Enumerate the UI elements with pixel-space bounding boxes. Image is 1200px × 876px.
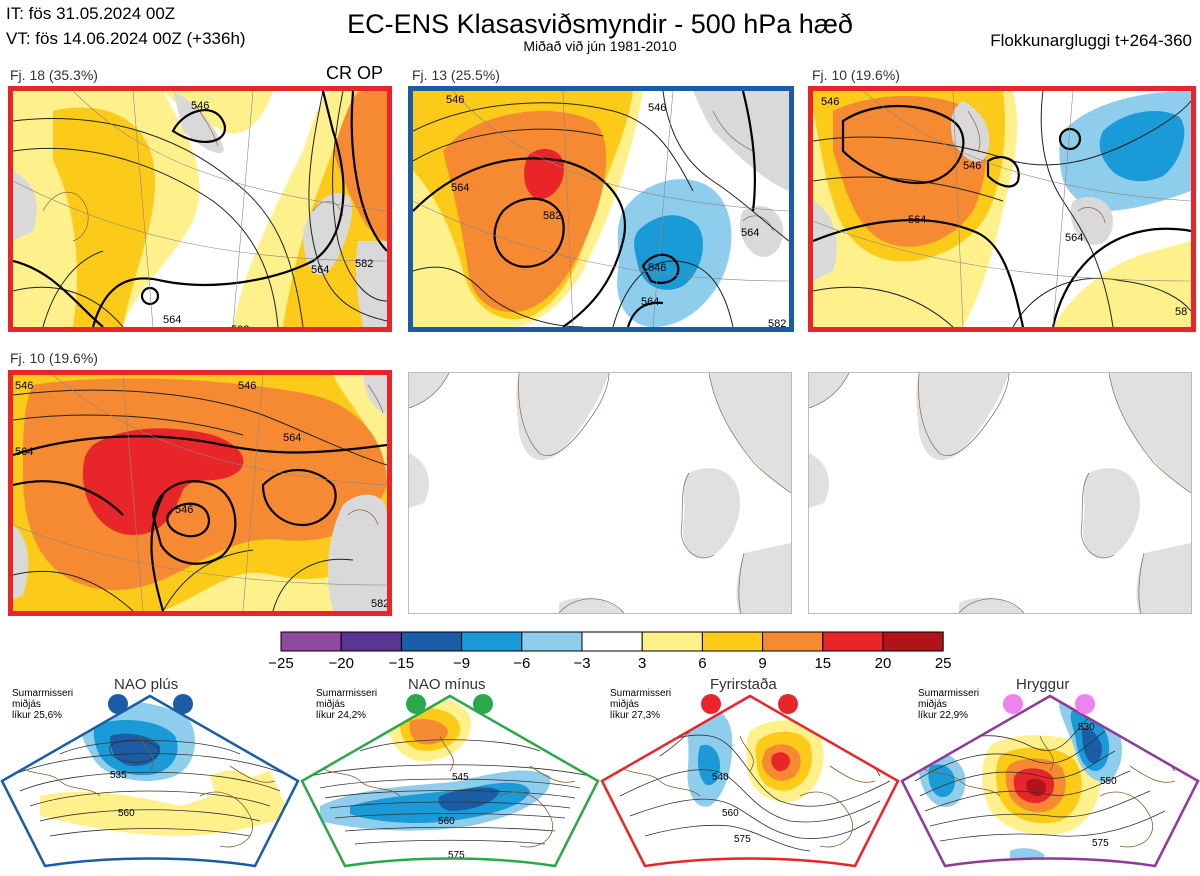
page-title: EC-ENS Klasasviðsmyndir - 500 hPa hæð [347,9,853,39]
contour-label: 582 [543,210,561,222]
regime-info: Sumarmisseri miðjás líkur 24,2% [316,688,378,721]
regime-contour-label: 575 [1092,838,1109,849]
empty-map-panel-6 [808,372,1192,614]
regime-contour-label: 545 [452,772,469,783]
contour-label: 546 [963,160,981,172]
contour-label: 582 [371,598,387,610]
regime-title: NAO plús [114,676,179,693]
colorbar-swatch [581,631,643,652]
regime-contour-label: 575 [448,850,465,861]
regime-contour-label: 535 [110,770,127,781]
regime-contour-label: 560 [118,808,135,819]
cluster-map-panel-4[interactable]: 546 546 564 564 546 582 [8,370,392,616]
colorbar-swatch [280,631,342,652]
panel-2-label: Fj. 13 (25.5%) [412,67,500,83]
contour-label: 582 [768,318,786,327]
contour-label: 564 [311,264,329,276]
contour-label: 58 [1175,306,1187,318]
colorbar-tick-label: 20 [875,655,892,672]
panel-4-label: Fj. 10 (19.6%) [10,350,98,366]
contour-label: 582 [231,324,249,327]
colorbar-swatch [882,631,944,652]
contour-label: 546 [648,102,666,114]
colorbar-tick-label: 15 [814,655,831,672]
colorbar-tick-label: 9 [758,655,766,672]
colorbar-tick-label: −20 [328,655,353,672]
regime-blocking: Fyrirstaða Sumarmisseri miðjás líkur 27,… [600,676,900,871]
panel-1-tag: CR OP [326,63,384,83]
contour-label: 564 [641,296,659,308]
contour-label: 564 [1065,232,1083,244]
colorbar-swatch [822,631,884,652]
colorbar-tick-label: −6 [513,655,530,672]
contour-label: 564 [163,314,181,326]
contour-label: 564 [741,227,759,239]
colorbar-tick-label: 3 [638,655,646,672]
panel-1-label: Fj. 18 (35.3%) [10,67,98,83]
contour-label: 546 [446,94,464,106]
colorbar-swatch [400,631,463,652]
cluster-map-panel-2[interactable]: 546 564 582 546 564 564 582 546 [408,86,794,332]
page-subtitle: Miðað við jún 1981-2010 [523,38,677,54]
regime-contour-label: 560 [438,816,455,827]
contour-label: 564 [15,446,33,458]
valid-time: VT: fös 14.06.2024 00Z (+336h) [6,29,246,48]
colorbar-swatch [701,631,764,652]
colorbar-swatch [461,631,523,652]
colorbar-tick-label: −15 [389,655,414,672]
regime-info: Sumarmisseri miðjás líkur 25,6% [12,688,74,721]
contour-label: 546 [15,380,33,392]
colorbar-tick-label: 6 [698,655,706,672]
regime-nao-minus: NAO mínus Sumarmisseri miðjás líkur 24,2… [300,676,600,871]
regime-contour-label: 540 [712,772,729,783]
classification-window: Flokkunargluggi t+264-360 [990,31,1192,50]
contour-label: 546 [648,262,666,274]
contour-label: 564 [451,182,469,194]
colorbar-swatch [762,631,824,652]
contour-label: 564 [283,432,301,444]
contour-label: 564 [908,214,926,226]
colorbar-swatch [641,631,703,652]
colorbar-tick-label: −25 [268,655,293,672]
empty-map-panel-5 [408,372,792,614]
regime-title: Fyrirstaða [710,676,777,693]
regime-nao-plus: NAO plús Sumarmisseri miðjás líkur 25,6% [0,676,300,871]
panel-3-label: Fj. 10 (19.6%) [812,67,900,83]
colorbar-tick-label: 25 [935,655,952,672]
contour-label: 546 [238,380,256,392]
contour-label: 546 [821,96,839,108]
regime-title: Hryggur [1016,676,1070,693]
regime-info: Sumarmisseri miðjás líkur 22,9% [918,688,980,721]
cluster-map-panel-3[interactable]: 546 546 564 564 58 [808,86,1196,332]
regime-contour-label: 575 [734,834,751,845]
initial-time: IT: fös 31.05.2024 00Z [6,4,176,23]
cluster-map-panel-1[interactable]: 546 564 564 582 582 [8,86,392,332]
colorbar-swatch [521,631,583,652]
regime-contour-label: 550 [1100,776,1117,787]
contour-label: 582 [355,258,373,270]
colorbar-tick-label: −3 [573,655,590,672]
contour-label: 546 [191,100,209,112]
regime-info: Sumarmisseri miðjás líkur 27,3% [610,688,672,721]
regime-ridge: Hryggur Sumarmisseri miðjás líkur 22,9% [900,676,1200,871]
regime-contour-label: 560 [722,808,739,819]
regime-title: NAO mínus [408,676,486,693]
regime-contour-label: 530 [1078,722,1095,733]
colorbar-swatch [340,631,402,652]
contour-label: 546 [175,504,193,516]
colorbar-tick-label: −9 [453,655,470,672]
